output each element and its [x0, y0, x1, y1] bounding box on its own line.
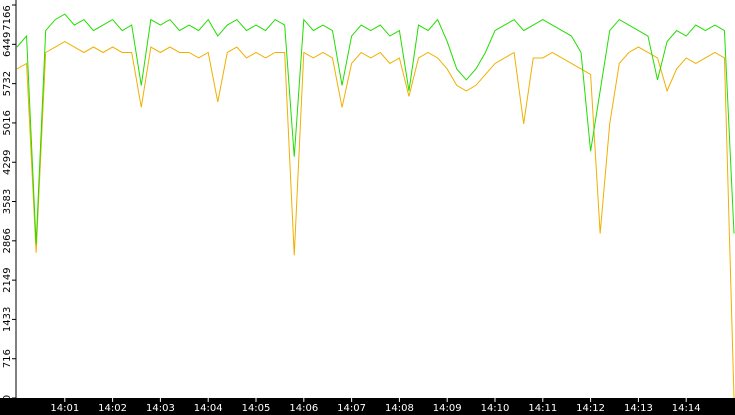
y-tick-label: 1433: [2, 307, 13, 332]
y-tick-label: 3583: [2, 189, 13, 214]
x-tick-label: 14:04: [194, 403, 223, 414]
y-tick-label: 0: [2, 395, 13, 401]
x-tick-label: 14:06: [289, 403, 318, 414]
y-tick-label: 2866: [2, 228, 13, 253]
x-tick-label: 14:05: [242, 403, 271, 414]
x-tick-label: 14:10: [481, 403, 510, 414]
x-tick-label: 14:03: [146, 403, 175, 414]
x-axis-bar: [0, 398, 735, 415]
series-line: [16, 13, 735, 245]
x-tick-label: 14:08: [385, 403, 414, 414]
y-tick-label: 6449: [2, 32, 13, 57]
y-tick-label: 7166: [2, 5, 13, 30]
x-tick-label: 14:09: [433, 403, 462, 414]
x-tick-label: 14:11: [528, 403, 557, 414]
x-tick-label: 14:13: [624, 403, 653, 414]
y-tick-label: 5732: [2, 71, 13, 96]
x-tick-label: 14:12: [576, 403, 605, 414]
series-line: [16, 40, 735, 399]
x-tick-label: 14:14: [672, 403, 701, 414]
x-tick-label: 14:07: [337, 403, 366, 414]
y-tick-label: 5016: [2, 110, 13, 135]
y-tick-label: 2149: [2, 267, 13, 292]
x-tick-label: 14:02: [98, 403, 127, 414]
x-tick-label: 14:01: [50, 403, 79, 414]
y-tick-label: 716: [2, 349, 13, 368]
y-tick-label: 4299: [2, 150, 13, 175]
